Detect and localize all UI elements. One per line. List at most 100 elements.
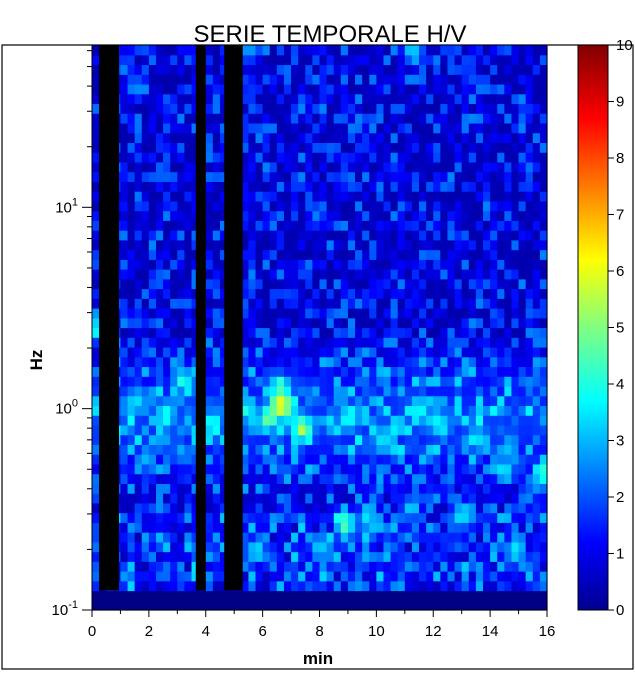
heatmap-cell	[248, 473, 257, 484]
heatmap-cell	[390, 308, 399, 319]
heatmap-cell	[283, 103, 292, 114]
heatmap-cell	[298, 308, 306, 319]
heatmap-cell	[262, 502, 271, 514]
heatmap-cell	[248, 220, 257, 231]
heatmap-cell	[92, 444, 100, 455]
heatmap-cell	[376, 483, 385, 494]
heatmap-cell	[312, 532, 321, 543]
heatmap-cell	[291, 278, 299, 290]
heatmap-cell	[426, 74, 434, 85]
heatmap-cell	[326, 181, 335, 192]
heatmap-cell	[276, 298, 285, 309]
heatmap-cell	[155, 45, 164, 56]
heatmap-cell	[276, 571, 285, 582]
heatmap-cell	[120, 239, 129, 251]
heatmap-cell	[355, 152, 363, 163]
heatmap-cell	[262, 356, 271, 368]
heatmap-cell	[340, 522, 349, 533]
heatmap-cell	[390, 259, 399, 270]
heatmap-cell	[333, 45, 342, 56]
heatmap-cell	[461, 415, 470, 426]
heatmap-cell	[319, 122, 328, 134]
heatmap-cell	[532, 288, 541, 299]
heatmap-cell	[426, 249, 434, 260]
heatmap-cell	[355, 561, 363, 572]
heatmap-cell	[148, 259, 157, 270]
heatmap-cell	[298, 356, 306, 368]
heatmap-cell	[155, 181, 164, 192]
heatmap-cell	[426, 405, 434, 416]
heatmap-cell	[369, 288, 377, 299]
heatmap-cell	[262, 463, 271, 475]
heatmap-cell	[184, 551, 193, 562]
heatmap-cell	[170, 590, 178, 601]
heatmap-cell	[134, 200, 143, 212]
heatmap-cell	[255, 473, 264, 484]
heatmap-cell	[355, 590, 363, 601]
heatmap-cell	[305, 249, 313, 260]
heatmap-cell	[376, 327, 385, 338]
heatmap-cell	[148, 220, 157, 231]
heatmap-cell	[454, 152, 463, 163]
heatmap-cell	[155, 54, 164, 66]
heatmap-cell	[504, 220, 513, 231]
heatmap-cell	[447, 541, 456, 553]
heatmap-cell	[283, 64, 292, 75]
heatmap-cell	[262, 259, 271, 270]
heatmap-cell	[475, 327, 484, 338]
heatmap-cell	[347, 230, 356, 241]
heatmap-cell	[184, 64, 193, 75]
colorbar-tick-label: 10	[616, 37, 633, 54]
heatmap-cell	[404, 171, 413, 182]
heatmap-cell	[298, 502, 306, 514]
heatmap-cell	[404, 561, 413, 572]
heatmap-cell	[298, 142, 306, 153]
heatmap-cell	[525, 356, 534, 368]
heatmap-cell	[219, 103, 228, 114]
heatmap-cell	[483, 45, 491, 56]
heatmap-cell	[155, 561, 164, 572]
heatmap-cell	[283, 74, 292, 85]
heatmap-cell	[141, 249, 150, 260]
heatmap-cell	[326, 249, 335, 260]
heatmap-cell	[440, 444, 449, 455]
heatmap-cell	[454, 200, 463, 212]
heatmap-cell	[426, 590, 434, 601]
heatmap-cell	[326, 366, 335, 377]
heatmap-cell	[383, 45, 392, 56]
heatmap-cell	[298, 278, 306, 290]
heatmap-cell	[355, 132, 363, 144]
heatmap-cell	[92, 571, 100, 582]
heatmap-cell	[177, 200, 186, 212]
heatmap-cell	[241, 590, 250, 601]
heatmap-cell	[191, 502, 200, 514]
heatmap-cell	[184, 415, 193, 426]
heatmap-cell	[340, 424, 349, 436]
heatmap-cell	[490, 288, 498, 299]
heatmap-cell	[155, 83, 164, 95]
heatmap-cell	[326, 152, 335, 163]
heatmap-cell	[454, 424, 463, 436]
heatmap-cell	[248, 376, 257, 387]
heatmap-cell	[461, 152, 470, 163]
heatmap-cell	[205, 385, 214, 397]
heatmap-cell	[511, 113, 520, 124]
heatmap-cell	[219, 161, 228, 173]
heatmap-cell	[219, 366, 228, 377]
heatmap-cell	[539, 181, 548, 192]
heatmap-cell	[404, 541, 413, 553]
heatmap-cell	[511, 473, 520, 484]
heatmap-cell	[355, 346, 363, 358]
heatmap-cell	[120, 346, 129, 358]
heatmap-cell	[433, 493, 441, 504]
heatmap-cell	[177, 415, 186, 426]
heatmap-cell	[276, 356, 285, 368]
heatmap-cell	[490, 259, 498, 270]
heatmap-cell	[283, 571, 292, 582]
heatmap-cell	[298, 239, 306, 251]
heatmap-cell	[355, 395, 363, 407]
heatmap-cell	[525, 327, 534, 338]
heatmap-cell	[390, 366, 399, 377]
heatmap-cell	[120, 230, 129, 241]
heatmap-cell	[397, 278, 406, 290]
